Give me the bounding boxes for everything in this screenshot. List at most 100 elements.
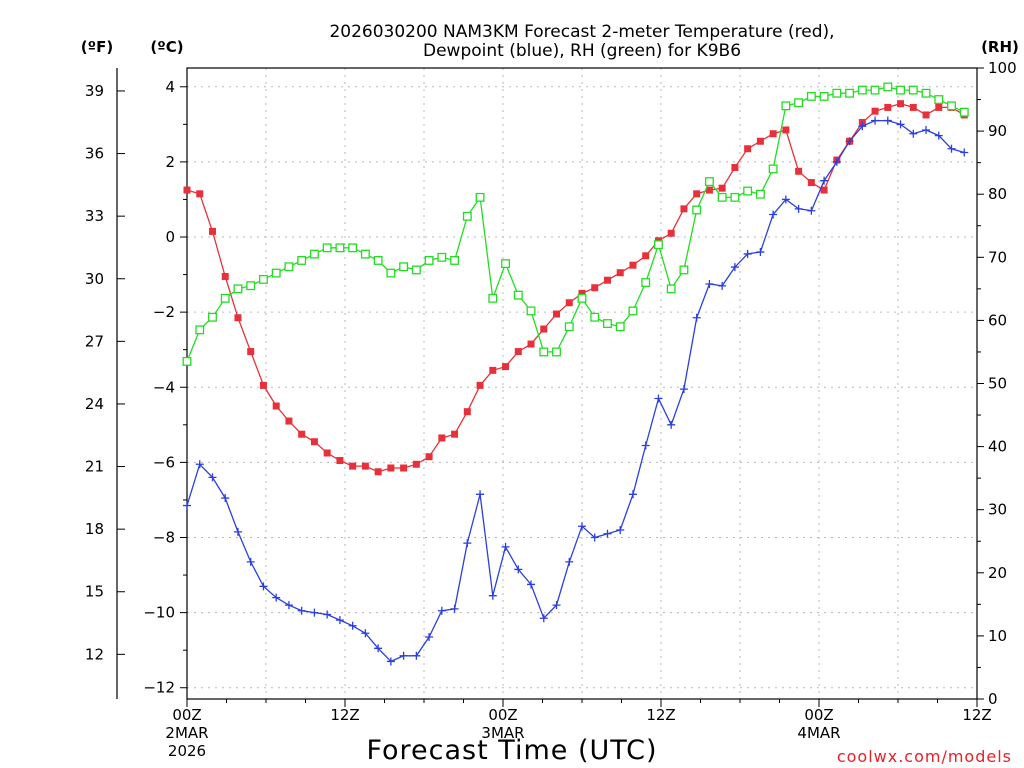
dewpoint-point [374, 644, 383, 653]
rh-point [309, 249, 319, 259]
rh-point [934, 95, 944, 104]
celsius-tick-label: −4 [153, 378, 175, 396]
rh-point [233, 284, 243, 294]
celsius-tick-label: −6 [153, 453, 175, 471]
dewpoint-point [425, 633, 434, 642]
dewpoint-point [947, 144, 956, 153]
rh-point [271, 268, 281, 278]
temperature-point [208, 227, 216, 235]
rh-point [590, 312, 600, 322]
dewpoint-point [781, 195, 790, 204]
x-tick-label: 00Z [172, 706, 201, 724]
dewpoint-point [667, 420, 676, 429]
temperature-point [374, 468, 382, 476]
dewpoint-point [922, 125, 931, 134]
x-tick-label: 12Z [330, 706, 359, 724]
dewpoint-point [616, 525, 625, 534]
rh-point [717, 192, 727, 202]
rh-line [186, 86, 965, 362]
celsius-tick-label: 4 [165, 78, 175, 96]
rh-tick-label: 80 [988, 185, 1007, 203]
rh-point [462, 211, 472, 221]
rh-point [679, 265, 689, 275]
temperature-point [502, 363, 510, 371]
dewpoint-point [909, 129, 918, 138]
dewpoint-point [297, 606, 306, 615]
rh-point [603, 319, 612, 329]
rh-point [564, 322, 574, 332]
rh-point [513, 290, 523, 300]
dewpoint-point [233, 527, 242, 536]
rh-point [654, 240, 663, 250]
rh-point [730, 192, 740, 202]
temperature-point [553, 310, 561, 318]
temperature-point [272, 402, 280, 410]
dewpoint-point [577, 522, 586, 531]
dewpoint-point [794, 204, 803, 213]
rh-point [488, 293, 498, 303]
dewpoint-point [259, 582, 268, 591]
rh-point [692, 205, 702, 215]
temperature-point [400, 464, 408, 472]
temperature-point [196, 190, 204, 198]
rh-point [335, 243, 345, 253]
rh-point [220, 293, 230, 303]
temperature-point [680, 205, 688, 213]
x-tick-date: 3MAR [481, 724, 524, 742]
dewpoint-point [501, 542, 510, 551]
rh-point [246, 281, 256, 291]
rh-point [386, 268, 396, 278]
dewpoint-point [807, 206, 816, 215]
temperature-point [705, 186, 713, 194]
temperature-point [387, 464, 395, 472]
dewpoint-point [463, 539, 472, 548]
rh-point [768, 164, 778, 174]
x-axis-label: Forecast Time (UTC) [366, 735, 657, 766]
dewpoint-point [450, 604, 459, 613]
temperature-point [642, 252, 650, 260]
temperature-point [922, 111, 930, 119]
temperature-point [259, 381, 267, 389]
fahrenheit-tick-label: 39 [85, 82, 104, 100]
temperature-point [234, 314, 242, 322]
axes: 420−2−4−6−8−10−1239363330272421181512100… [85, 59, 1017, 760]
temperature-point [425, 453, 433, 461]
dewpoint-point [539, 614, 548, 623]
temperature-point [463, 408, 471, 416]
temperature-point [540, 325, 548, 333]
rh-tick-label: 70 [988, 248, 1007, 266]
dewpoint-point [195, 460, 204, 469]
rh-point [883, 82, 893, 92]
dewpoint-point [743, 249, 752, 258]
fahrenheit-tick-label: 27 [85, 332, 104, 350]
rh-point [615, 322, 625, 332]
temperature-point [514, 348, 522, 356]
rh-point [577, 293, 587, 303]
fahrenheit-tick-label: 33 [85, 207, 104, 225]
rh-point [819, 91, 829, 101]
temperature-point [247, 348, 255, 356]
dewpoint-point [858, 122, 867, 131]
temperature-point [361, 462, 369, 470]
temperature-point [795, 167, 803, 175]
temperature-point [667, 229, 675, 237]
rh-unit-label: (RH) [981, 38, 1019, 56]
celsius-tick-label: −2 [153, 303, 175, 321]
dewpoint-point [820, 176, 829, 185]
dewpoint-point [552, 601, 561, 610]
temperature-point [221, 272, 229, 280]
rh-point [896, 85, 905, 95]
rh-point [781, 101, 791, 111]
dewpoint-point [246, 557, 255, 566]
celsius-tick-label: 2 [165, 153, 175, 171]
rh-point [870, 85, 880, 95]
dewpoint-point [221, 494, 230, 503]
chart-title-line2: Dewpoint (blue), RH (green) for K9B6 [423, 41, 741, 61]
temperature-point [616, 269, 624, 277]
dewpoint-point [692, 313, 701, 322]
dewpoint-point [437, 606, 446, 615]
rh-point [399, 262, 409, 272]
rh-point [195, 325, 205, 335]
source-credit[interactable]: coolwx.com/models [837, 747, 1012, 766]
